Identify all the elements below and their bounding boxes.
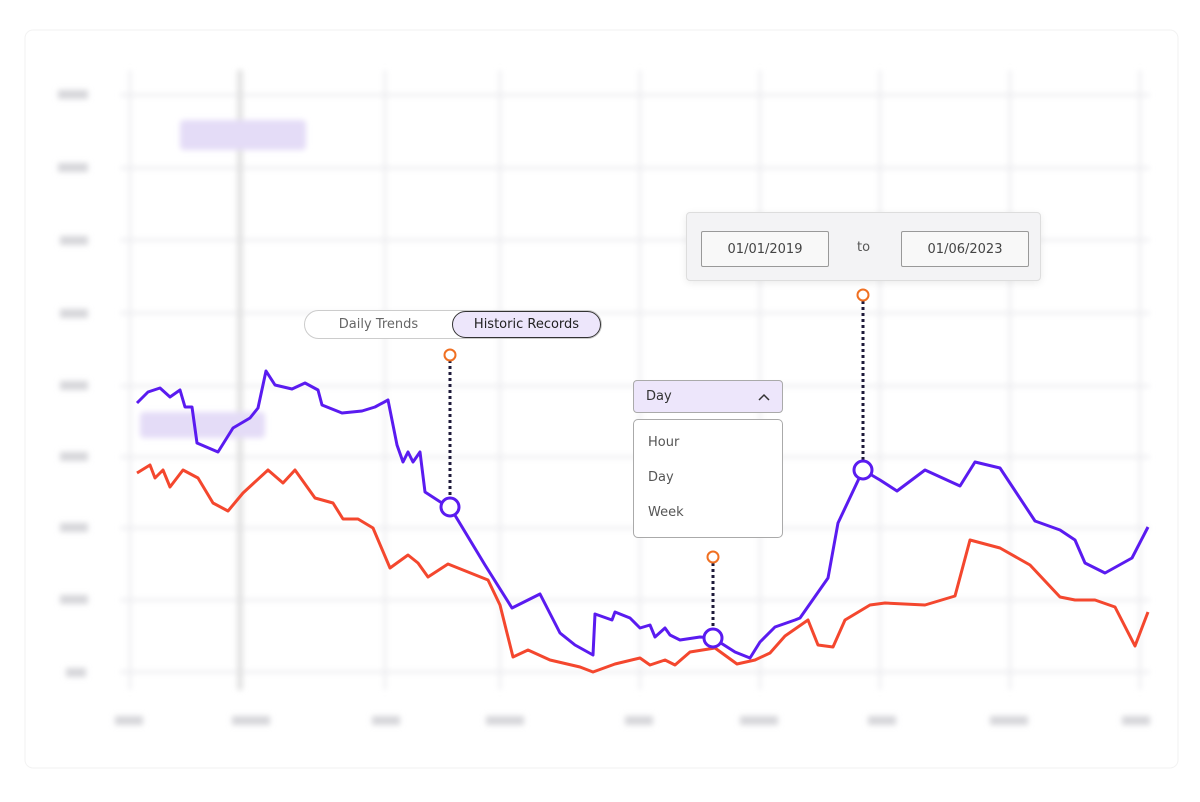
date-from[interactable]: 01/01/2019 [701, 231, 829, 267]
menu-option[interactable]: Day [648, 470, 674, 485]
interval-menu: Hour Day Week [633, 419, 783, 538]
interval-select[interactable]: Day [633, 380, 783, 413]
toggle-option[interactable]: Daily Trends [338, 317, 419, 332]
chevron [758, 393, 770, 401]
view-toggle: Daily Trends Historic Records [304, 310, 602, 339]
selected-value: Day [646, 389, 672, 404]
menu-option[interactable]: Hour [648, 435, 680, 450]
purple-line [135, 369, 1150, 660]
markers [439, 288, 874, 649]
series-lines [135, 369, 1150, 674]
toggle-option-active[interactable]: Historic Records [452, 311, 601, 338]
menu-option[interactable]: Week [648, 505, 684, 520]
date-range: 01/01/2019 to 01/06/2023 [686, 212, 1041, 281]
blurred-labels [58, 90, 1150, 725]
red-line [136, 463, 1150, 674]
date-separator: to [857, 240, 871, 255]
date-to[interactable]: 01/06/2023 [901, 231, 1029, 267]
